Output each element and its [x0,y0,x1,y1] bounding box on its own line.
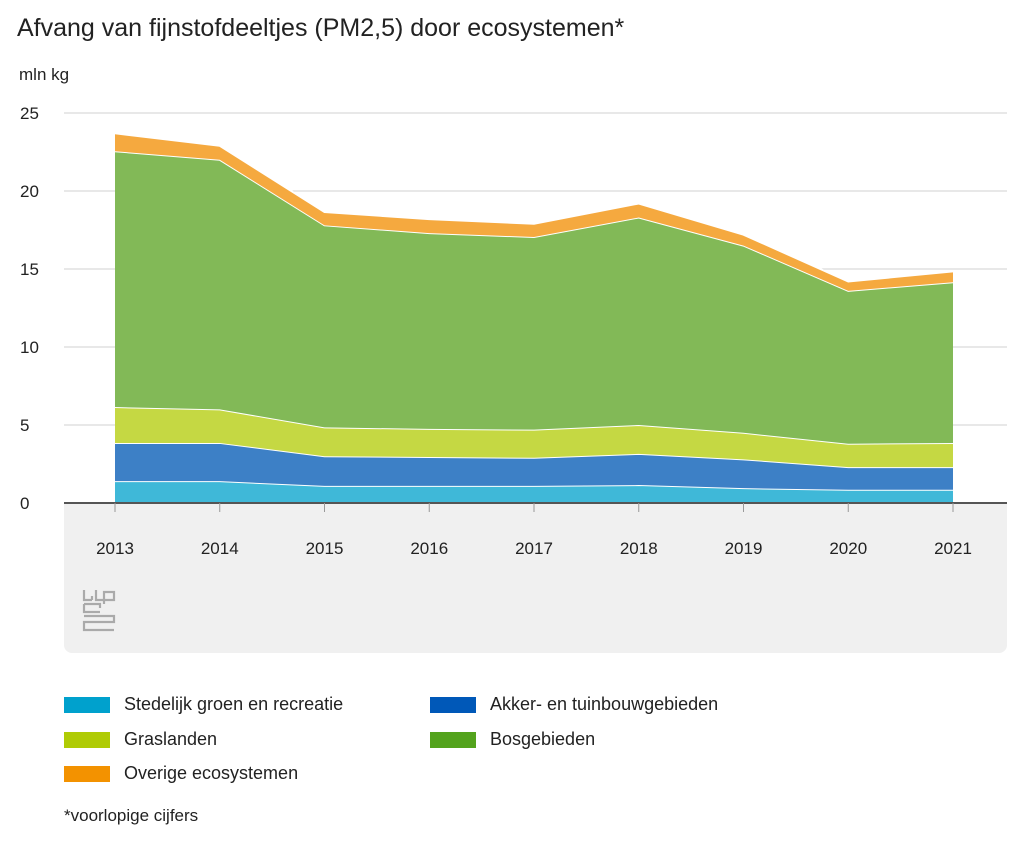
legend-swatch [430,696,476,713]
x-tick-label: 2016 [410,539,448,558]
area-boundary-line [114,132,954,283]
legend-swatch [64,765,110,782]
x-tick-label: 2018 [620,539,658,558]
area-series-4 [115,133,953,291]
x-tick-label: 2021 [934,539,972,558]
cbs-logo-stroke [82,590,92,602]
legend-item-akker: Akker- en tuinbouwgebieden [430,694,718,715]
legend-label: Bosgebieden [490,729,596,749]
area-series-3 [115,151,953,444]
legend-swatch [64,696,110,713]
chart-plot: 0 5 10 15 20 25 2013 2014 2015 2016 2017 2018 2019 20… [20,104,1007,632]
y-tick-label: 5 [20,416,29,435]
cbs-logo-stroke [82,614,116,632]
cbs-logo-stroke [102,590,116,604]
cbs-logo-stroke [94,590,104,602]
legend-item-overige: Overige ecosystemen [64,763,298,784]
legend-label: Stedelijk groen en recreatie [124,694,344,714]
legend-swatch [64,731,110,748]
area-series-2 [115,407,953,468]
cbs-logo [82,590,116,632]
x-tick-label: 2015 [306,539,344,558]
y-axis-label: mln kg [19,65,70,84]
legend-item-bosgebieden: Bosgebieden [430,729,595,750]
y-tick-label: 15 [20,260,39,279]
legend-item-stedelijk: Stedelijk groen en recreatie [64,694,343,715]
x-axis-panel [64,503,1007,653]
area-series-1 [115,442,953,490]
x-tick-label: 2019 [725,539,763,558]
legend-label: Akker- en tuinbouwgebieden [490,694,719,714]
legend-label: Overige ecosystemen [124,763,299,783]
chart-title: Afvang van fijnstofdeeltjes (PM2,5) door… [17,14,625,42]
legend-label: Graslanden [124,729,218,749]
x-tick-label: 2020 [829,539,867,558]
legend-swatch [430,731,476,748]
y-tick-label: 10 [20,338,39,357]
cbs-logo-stroke [82,602,102,614]
footnote: *voorlopige cijfers [64,806,199,825]
y-tick-label: 0 [20,494,29,513]
y-tick-label: 20 [20,182,39,201]
legend-item-graslanden: Graslanden [64,729,217,750]
x-tick-label: 2014 [201,539,239,558]
x-tick-label: 2013 [96,539,134,558]
x-tick-label: 2017 [515,539,553,558]
y-tick-label: 25 [20,104,39,123]
